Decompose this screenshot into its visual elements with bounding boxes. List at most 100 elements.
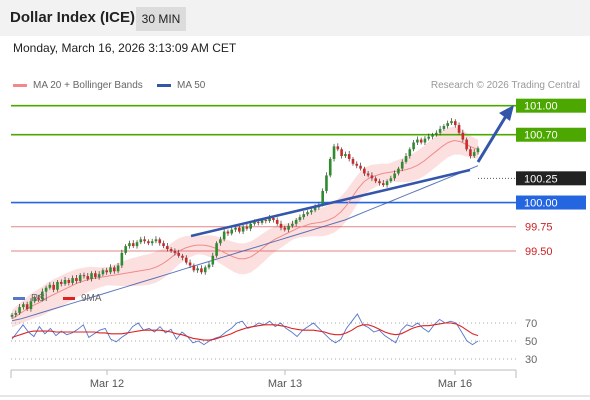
legend-rsi-label: RSI: [31, 293, 48, 304]
level-label-2: 100.25: [524, 173, 558, 185]
candle-body: [347, 154, 351, 159]
candle-body: [408, 149, 412, 157]
rsi-swatch: [13, 296, 25, 300]
candle-body: [75, 278, 78, 281]
level-label-1: 100.70: [524, 130, 558, 142]
candle-body: [135, 242, 139, 247]
candle-body: [56, 281, 59, 290]
candle-body: [306, 212, 309, 215]
candle-body: [207, 264, 211, 268]
candle-body: [215, 243, 218, 256]
candle-body: [442, 126, 446, 129]
candle-body: [41, 291, 44, 300]
ma50-swatch: [157, 83, 171, 87]
candle-body: [279, 223, 283, 228]
candle-body: [287, 225, 290, 230]
x-tick-label-0: Mar 12: [90, 378, 124, 390]
candle-body: [48, 284, 52, 288]
level-lines: [11, 104, 516, 252]
candle-body: [374, 178, 378, 182]
candle-body: [419, 139, 423, 143]
rsi-ma-swatch: [63, 296, 75, 300]
candle-body: [33, 297, 37, 302]
legend-ma50-label: MA 50: [177, 80, 206, 91]
candle-body: [450, 121, 453, 124]
candle-body: [245, 226, 249, 229]
legend-ma50: MA 50: [157, 80, 205, 91]
candle-body: [389, 178, 393, 182]
candle-body: [131, 243, 135, 247]
candle-body: [29, 301, 33, 310]
level-label-0: 101.00: [524, 101, 558, 113]
candle-body: [355, 163, 359, 166]
credit-label: Research © 2026 Trading Central: [430, 80, 580, 91]
candle-body: [226, 231, 230, 234]
legend-rsi-ma-label: 9MA: [81, 293, 102, 304]
candle-body: [234, 227, 237, 230]
candle-body: [268, 218, 271, 221]
candle-body: [196, 268, 199, 271]
candle-body: [22, 304, 25, 308]
candle-body: [78, 275, 82, 281]
candle-body: [294, 219, 298, 224]
candle-body: [25, 304, 29, 310]
candle-body: [431, 134, 434, 137]
candle-body: [381, 183, 385, 186]
candle-body: [86, 276, 90, 280]
rsi-line: [11, 313, 479, 346]
candle-body: [359, 165, 362, 169]
candle-body: [158, 239, 162, 244]
ma50-line: [11, 165, 479, 322]
resistance-tag-1: [516, 127, 586, 142]
candle-body: [298, 217, 302, 220]
resistance-tag-0: [516, 98, 586, 113]
time-axis: Mar 12 Mar 13 Mar 16: [0, 369, 590, 397]
candle-body: [272, 218, 275, 220]
candle-body: [351, 158, 355, 164]
candle-body: [404, 156, 408, 162]
level-label-4: 99.75: [525, 222, 553, 234]
candle-body: [82, 275, 86, 277]
instrument-title: Dollar Index (ICE): [10, 9, 136, 26]
candle-body: [184, 257, 188, 263]
candle-body: [219, 239, 222, 244]
candle-body: [71, 278, 74, 283]
candle-body: [435, 132, 438, 135]
candle-body: [275, 219, 279, 224]
candle-body: [325, 175, 328, 191]
candle-body: [101, 270, 105, 275]
ma20-swatch: [13, 83, 27, 87]
moving-averages: [11, 139, 479, 322]
candle-body: [105, 270, 109, 273]
candle-body: [188, 262, 192, 266]
pivot-tag-3: [516, 195, 586, 210]
rsi-level-label-50: 50: [525, 336, 537, 348]
bollinger-bands: [12, 126, 478, 328]
candle-body: [446, 123, 449, 127]
candle-body: [238, 227, 241, 232]
ma20-line: [11, 139, 479, 320]
candle-body: [393, 173, 396, 179]
candle-body: [328, 158, 332, 176]
candle-body: [120, 252, 124, 266]
candle-body: [177, 252, 180, 256]
level-labels: 101.00 100.70 100.25 100.00 99.75 99.50: [516, 98, 586, 258]
candle-body: [397, 168, 400, 174]
candle-body: [59, 281, 63, 284]
candle-body: [461, 132, 465, 140]
candle-body: [169, 249, 173, 251]
candle-body: [14, 312, 18, 315]
candle-body: [150, 241, 154, 244]
timeframe-button[interactable]: 30 MIN: [136, 7, 186, 31]
x-tick-label-1: Mar 13: [268, 378, 302, 390]
candles: [10, 118, 480, 319]
x-tick-label-2: Mar 16: [438, 378, 472, 390]
candle-body: [378, 181, 381, 184]
candle-body: [260, 219, 264, 223]
candle-body: [128, 243, 131, 247]
candle-body: [264, 219, 268, 221]
candle-body: [340, 149, 343, 157]
candle-body: [283, 227, 287, 230]
rsi-level-label-70: 70: [525, 318, 537, 330]
